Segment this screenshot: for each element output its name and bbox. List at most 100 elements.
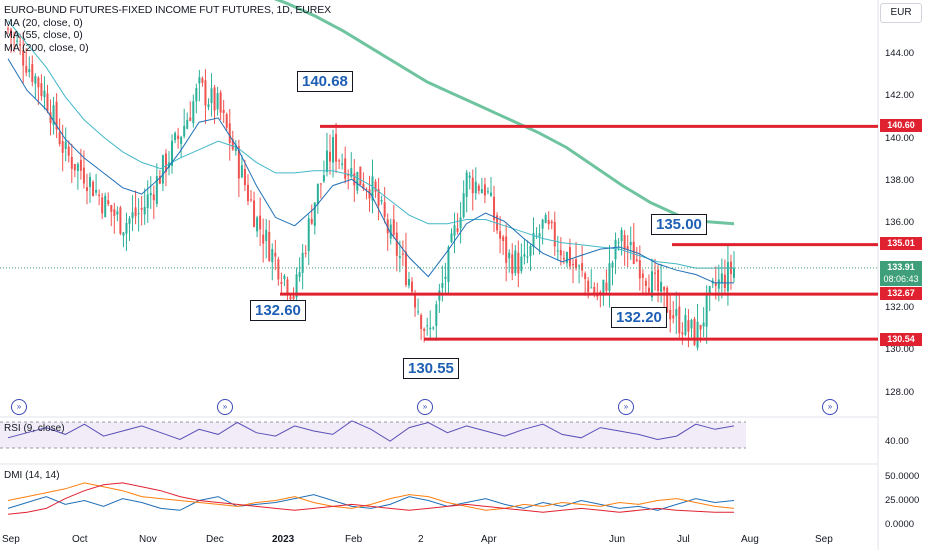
candle-body: [122, 232, 125, 236]
candle-body: [67, 146, 70, 156]
candle-body: [733, 268, 735, 278]
ma200-legend[interactable]: MA (200, close, 0): [4, 41, 89, 54]
candle-body: [389, 224, 392, 239]
candle-body: [544, 215, 547, 223]
symbol-title[interactable]: EURO-BUND FUTURES-FIXED INCOME FUT FUTUR…: [4, 4, 332, 16]
candle-body: [46, 93, 49, 112]
candle-body: [493, 196, 496, 220]
candle-body: [22, 50, 25, 66]
candle-body: [456, 228, 459, 232]
candle-body: [356, 171, 359, 191]
candle-body: [681, 332, 684, 335]
rsi-line: [7, 420, 735, 442]
candle-body: [538, 233, 541, 237]
fast-forward-icon[interactable]: »: [11, 399, 27, 415]
candle-body: [92, 181, 95, 197]
fast-forward-icon[interactable]: »: [417, 399, 433, 415]
bar-countdown: 08:06:43: [880, 273, 922, 286]
candle-body: [89, 176, 92, 188]
candle-body: [101, 197, 104, 214]
candle-body: [550, 221, 553, 224]
x-tick: Dec: [206, 534, 224, 545]
annotation-132-20: 132.20: [611, 307, 667, 328]
y-tick: 140.00: [885, 133, 915, 144]
candle-body: [705, 294, 708, 327]
candle-body: [161, 155, 164, 184]
candle-body: [149, 192, 152, 196]
ma200-line: [273, 0, 735, 226]
currency-button[interactable]: EUR: [880, 3, 922, 23]
candle-body: [167, 162, 170, 168]
candle-body: [204, 80, 207, 106]
candle-body: [678, 306, 681, 334]
candle-body: [19, 44, 22, 46]
candle-body: [508, 252, 511, 259]
candle-body: [465, 172, 468, 197]
candle-body: [310, 218, 313, 224]
candle-body: [344, 158, 347, 179]
ma20-legend[interactable]: MA (20, close, 0): [4, 16, 83, 29]
price-tag-130-54: 130.54: [880, 333, 922, 346]
y-tick: 142.00: [885, 90, 915, 101]
candle-body: [486, 191, 489, 193]
candle-body: [726, 262, 729, 292]
candle-body: [353, 173, 356, 186]
x-tick: Sep: [815, 534, 833, 545]
candle-body: [702, 322, 705, 327]
candle-body: [635, 259, 638, 261]
candle-body: [587, 280, 590, 293]
y-tick: 138.00: [885, 175, 915, 186]
candle-body: [483, 184, 486, 196]
candle-body: [292, 296, 295, 300]
candle-body: [16, 40, 19, 42]
candle-body: [201, 78, 204, 83]
candle-body: [359, 166, 362, 185]
fast-forward-icon[interactable]: »: [217, 399, 233, 415]
candle-body: [559, 249, 562, 256]
rsi-pane-label[interactable]: RSI (9, close): [4, 423, 65, 434]
ma55-line: [7, 20, 734, 269]
candle-body: [277, 259, 280, 280]
candle-body: [429, 327, 432, 330]
candle-body: [708, 286, 711, 295]
candle-body: [143, 206, 146, 215]
candle-body: [368, 189, 371, 199]
candle-body: [590, 287, 593, 289]
fast-forward-icon[interactable]: »: [822, 399, 838, 415]
candle-body: [347, 173, 350, 176]
candle-body: [222, 109, 225, 113]
candle-body: [529, 245, 532, 257]
candle-body: [638, 260, 641, 279]
price-tag-140-60: 140.60: [880, 119, 922, 132]
y-tick: 128.00: [885, 387, 915, 398]
candle-body: [401, 253, 404, 255]
candle-body: [322, 175, 325, 182]
dmi-pane-label[interactable]: DMI (14, 14): [4, 470, 60, 481]
fast-forward-icon[interactable]: »: [618, 399, 634, 415]
dmi-plus-line: [7, 494, 735, 511]
candle-body: [52, 105, 55, 125]
candle-body: [623, 235, 626, 250]
candle-body: [362, 183, 365, 189]
candle-body: [43, 90, 46, 98]
candle-body: [380, 200, 383, 202]
candle-body: [626, 246, 629, 250]
candle-body: [110, 205, 113, 212]
candle-body: [210, 88, 213, 104]
annotation-132-60: 132.60: [250, 300, 306, 321]
candle-body: [517, 252, 520, 274]
candle-body: [274, 252, 277, 257]
candle-body: [383, 202, 386, 217]
ma55-legend[interactable]: MA (55, close, 0): [4, 29, 83, 41]
candle-body: [116, 211, 119, 215]
candle-body: [511, 254, 514, 274]
candle-body: [225, 114, 228, 128]
candle-body: [328, 151, 331, 162]
candle-body: [450, 233, 453, 242]
candle-body: [256, 217, 259, 232]
candle-body: [414, 295, 417, 308]
candle-body: [298, 272, 301, 277]
candle-body: [289, 296, 292, 300]
x-tick: Oct: [72, 534, 88, 545]
candle-body: [134, 207, 137, 217]
